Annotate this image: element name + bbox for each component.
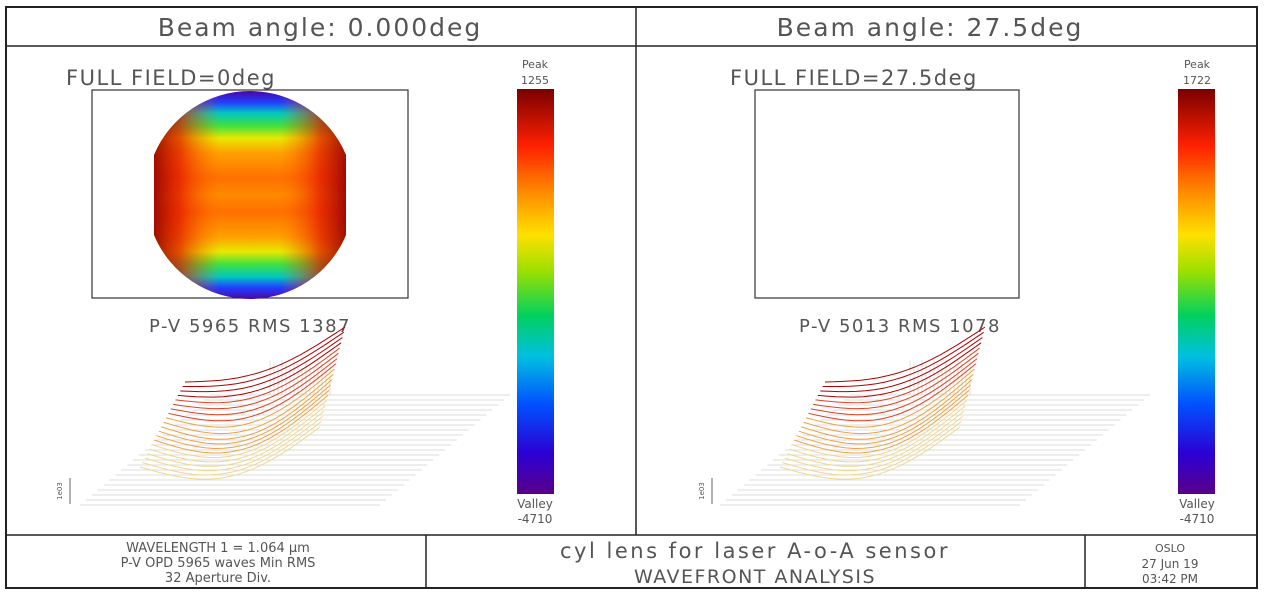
panel-1-wavefront-map	[800, 90, 1025, 300]
panel-1-valley-value: -4710	[1180, 512, 1215, 526]
panel-0-valley-value: -4710	[518, 512, 553, 526]
svg-text:32 Aperture Div.: 32 Aperture Div.	[165, 571, 271, 586]
svg-text:1e03: 1e03	[698, 482, 706, 500]
svg-text:03:42 PM: 03:42 PM	[1142, 572, 1198, 586]
panel-1-colorbar: Peak 1722 Valley -4710	[1178, 58, 1215, 526]
panel-0-field-label: FULL FIELD=0deg	[66, 66, 276, 90]
panel-0-z-axis: 1e03	[56, 478, 71, 504]
panel-1-title: Beam angle: 27.5deg	[777, 13, 1084, 42]
panel-0-surface-plot	[80, 326, 510, 506]
panel-0-colorbar: Peak 1255 Valley -4710	[517, 58, 554, 526]
panel-0-pv-label: P-V 5965 RMS 1387	[149, 316, 351, 337]
panel-0-peak-label: Peak	[522, 58, 549, 71]
report-title: cyl lens for laser A-o-A sensor	[560, 539, 950, 563]
panel-0-title: Beam angle: 0.000deg	[158, 13, 483, 42]
svg-text:OSLO: OSLO	[1155, 542, 1185, 555]
svg-text:P-V OPD 5965 waves Min RMS: P-V OPD 5965 waves Min RMS	[121, 556, 316, 571]
panel-1-pv-label: P-V 5013 RMS 1078	[799, 316, 1001, 337]
panel-1-peak-label: Peak	[1184, 58, 1211, 71]
dividers	[6, 7, 1257, 588]
panel-1-z-axis: 1e03	[698, 478, 713, 504]
panel-1-pupil-box	[754, 89, 1020, 299]
svg-text:27 Jun 19: 27 Jun 19	[1142, 557, 1199, 571]
footer-right: OSLO 27 Jun 19 03:42 PM	[1142, 542, 1199, 586]
svg-text:1e03: 1e03	[56, 482, 64, 500]
panel-0-peak-value: 1255	[521, 74, 549, 87]
panel-1-peak-value: 1722	[1183, 74, 1211, 87]
footer-center: cyl lens for laser A-o-A sensor WAVEFRON…	[560, 539, 950, 588]
panel-0-valley-label: Valley	[517, 497, 553, 511]
footer-left: WAVELENGTH 1 = 1.064 µm P-V OPD 5965 wav…	[121, 541, 316, 586]
panel-1-valley-label: Valley	[1179, 497, 1215, 511]
panel-0-wavefront-map	[154, 91, 346, 299]
svg-text:WAVELENGTH 1 = 1.064 µm: WAVELENGTH 1 = 1.064 µm	[126, 541, 310, 556]
panel-1-surface-plot	[720, 326, 1150, 506]
panel-1-field-label: FULL FIELD=27.5deg	[730, 66, 978, 90]
report-subtitle: WAVEFRONT ANALYSIS	[634, 566, 876, 588]
